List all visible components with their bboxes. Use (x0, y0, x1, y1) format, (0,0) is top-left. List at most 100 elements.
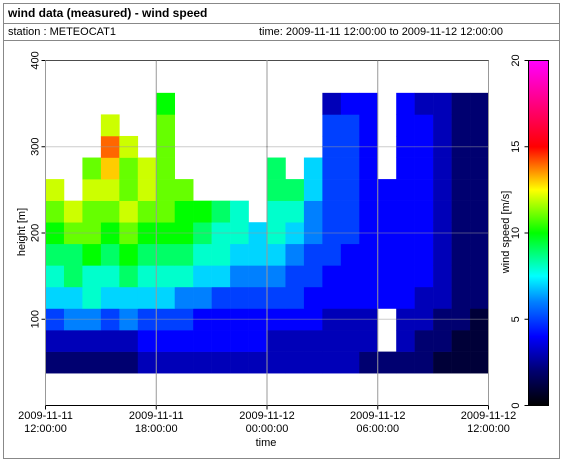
heat-cell (359, 200, 379, 223)
heat-cell (470, 330, 489, 352)
heat-cell (303, 330, 323, 352)
heat-cell (451, 243, 471, 266)
heat-cell (248, 243, 268, 266)
heat-cell (267, 330, 286, 352)
heat-cell (359, 265, 379, 288)
heat-cell (470, 92, 489, 115)
heat-cell (396, 286, 415, 309)
heat-cell (63, 222, 83, 245)
heat-cell (451, 157, 471, 180)
heat-cell (414, 200, 434, 223)
chart-title: wind data (measured) - wind speed (7, 6, 207, 20)
heat-cell (285, 265, 305, 288)
heat-cell (414, 351, 434, 374)
heat-cell (63, 243, 83, 266)
heat-cell (359, 286, 379, 309)
heat-cell (82, 157, 102, 180)
heat-cell (396, 243, 415, 266)
x-tick-label: 2009-11-11 12:00:00 (18, 409, 73, 435)
heat-cell (470, 179, 489, 201)
heat-cell (119, 308, 139, 331)
heat-cell (63, 308, 83, 331)
heat-cell (451, 179, 471, 201)
heat-cell (285, 308, 305, 331)
heat-cell (174, 351, 194, 374)
heat-cell (414, 179, 434, 201)
heat-cell (63, 330, 83, 352)
heat-cell (303, 243, 323, 266)
heat-cell (267, 179, 286, 201)
heat-cell (303, 222, 323, 245)
heat-cell (156, 179, 176, 201)
heat-cell (174, 286, 194, 309)
heat-cell (100, 200, 120, 223)
heat-cell (211, 330, 231, 352)
heat-cell (211, 222, 231, 245)
heat-cell (267, 157, 286, 180)
heat-cell (230, 351, 249, 374)
heat-cell (174, 330, 194, 352)
time-range: time: 2009-11-11 12:00:00 to 2009-11-12 … (259, 26, 503, 38)
heat-cell (119, 265, 139, 288)
heat-cell (267, 200, 286, 223)
heat-cell (396, 351, 415, 374)
heat-cell (433, 243, 452, 266)
heat-cell (359, 157, 379, 180)
heat-cell (248, 286, 268, 309)
heat-cell (193, 222, 212, 245)
heat-cell (322, 92, 342, 115)
heat-cell (82, 179, 102, 201)
heat-cell (137, 243, 157, 266)
x-tick-label: 2009-11-11 18:00:00 (128, 409, 184, 435)
heat-cell (211, 200, 231, 223)
heat-cell (433, 330, 452, 352)
heat-cell (303, 351, 323, 374)
heat-cell (285, 351, 305, 374)
heat-cell (230, 222, 249, 245)
heat-cell (285, 243, 305, 266)
heat-cell (433, 157, 452, 180)
heat-cell (193, 308, 212, 331)
heat-cell (82, 200, 102, 223)
heat-cell (451, 200, 471, 223)
heat-cell (119, 200, 139, 223)
heat-cell (156, 351, 176, 374)
y-tick-label: 300 (29, 138, 41, 156)
heat-cell (211, 308, 231, 331)
heat-cell (359, 243, 379, 266)
heat-cell (230, 330, 249, 352)
heat-cell (377, 265, 397, 288)
heat-cell (470, 286, 489, 309)
heat-cell (45, 308, 65, 331)
heat-cell (303, 200, 323, 223)
colorbar-tick-label: 10 (510, 227, 522, 239)
heat-cell (396, 200, 415, 223)
heat-cell (359, 222, 379, 245)
heat-cell (377, 222, 397, 245)
heat-cell (211, 286, 231, 309)
heat-cell (137, 222, 157, 245)
heat-cell (322, 330, 342, 352)
heat-cell (377, 351, 397, 374)
heat-cell (359, 92, 379, 115)
heat-cell (156, 200, 176, 223)
heat-cell (340, 330, 360, 352)
heat-cell (377, 243, 397, 266)
heat-cell (119, 135, 139, 158)
heat-cell (340, 92, 360, 115)
x-axis-label: time (256, 437, 277, 449)
heat-cell (230, 265, 249, 288)
heat-cell (137, 179, 157, 201)
heat-cell (340, 351, 360, 374)
heat-cell (82, 265, 102, 288)
heat-cell (396, 265, 415, 288)
heat-cell (451, 92, 471, 115)
heat-cell (414, 243, 434, 266)
heat-cell (451, 286, 471, 309)
heat-cell (267, 351, 286, 374)
heat-cell (470, 351, 489, 374)
heat-cell (303, 286, 323, 309)
heat-cell (248, 330, 268, 352)
heat-cell (470, 308, 489, 331)
